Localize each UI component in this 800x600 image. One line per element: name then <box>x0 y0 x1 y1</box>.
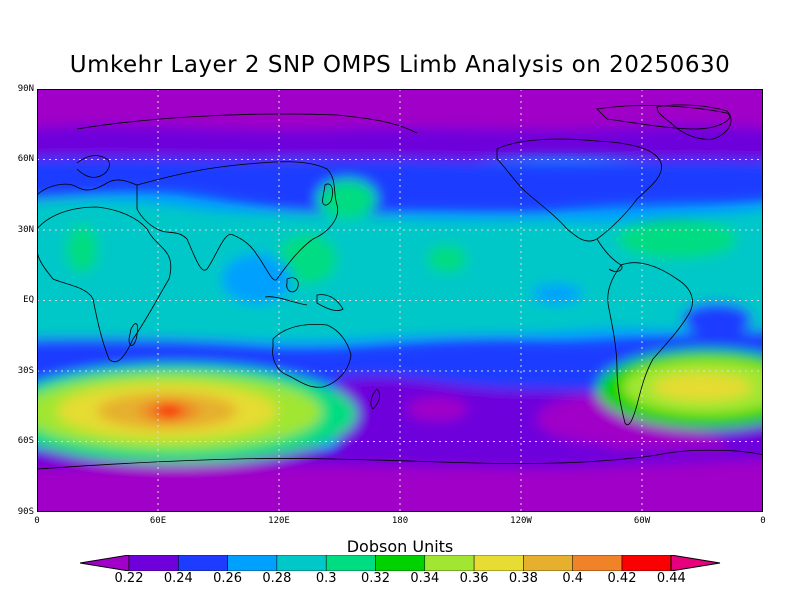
lat-label-60s: 60S <box>17 436 34 446</box>
colorbar-tick-label: 0.28 <box>262 571 292 586</box>
colorbar-max-arrow <box>670 555 721 571</box>
coastlines <box>37 104 763 470</box>
lon-label-180: 180 <box>391 516 409 526</box>
atlantic-green <box>617 219 737 259</box>
colorbar-tick-label: 0.42 <box>607 571 637 586</box>
colorbar-tick-label: 0.36 <box>459 571 489 586</box>
colorbar-cell <box>128 555 179 571</box>
colorbar-cell <box>276 555 327 571</box>
lat-label-30n: 30N <box>17 225 34 235</box>
japan-green <box>317 179 377 219</box>
lat-label-90n: 90N <box>17 84 34 94</box>
colorbar-cell <box>572 555 623 571</box>
lon-label-0: 0 <box>34 516 40 526</box>
colorbar-title: Dobson Units <box>346 537 454 556</box>
colorbar-cell <box>523 555 573 571</box>
colorbar-tick-label: 0.26 <box>213 571 243 586</box>
map-title: Umkehr Layer 2 SNP OMPS Limb Analysis on… <box>69 52 731 78</box>
colorbar-cell <box>375 555 426 571</box>
lon-label-120e: 120E <box>268 516 290 526</box>
colorbar-tick-label: 0.3 <box>315 571 337 586</box>
lon-label-0-east: 0 <box>760 516 766 526</box>
lat-label-eq: EQ <box>23 295 34 305</box>
south-atlantic-blue <box>682 303 752 335</box>
indian-ocean-blue <box>222 254 292 304</box>
lon-label-60w: 60W <box>633 516 651 526</box>
colorbar-cell <box>178 555 228 571</box>
lat-label-90s: 90S <box>17 507 34 517</box>
colorbar-cell <box>473 555 524 571</box>
map-panel <box>37 89 763 512</box>
colorbar <box>80 555 721 571</box>
colorbar-cell <box>227 555 278 571</box>
graticule <box>37 89 763 512</box>
colorbar-tick-label: 0.24 <box>163 571 193 586</box>
lon-label-60e: 60E <box>149 516 167 526</box>
colorbar-cell <box>325 555 376 571</box>
atlantic-high-yellow <box>652 373 752 401</box>
ozone-map <box>37 89 763 512</box>
east-pacific-blue <box>532 284 582 304</box>
indian-high-red <box>155 404 183 418</box>
colorbar-cell <box>424 555 475 571</box>
colorbar-tick-label: 0.44 <box>656 571 686 586</box>
colorbar-cells <box>128 555 672 571</box>
colorbar-tick-label: 0.32 <box>361 571 390 586</box>
lon-label-120w: 120W <box>510 516 532 526</box>
north-africa-green <box>66 225 98 273</box>
colorbar-tick-label: 0.38 <box>508 571 538 586</box>
west-pacific-green <box>277 234 337 284</box>
lat-label-60n: 60N <box>17 154 34 164</box>
map-frame <box>37 89 763 512</box>
colorbar-tick-label: 0.34 <box>410 571 440 586</box>
tasman-purple <box>407 397 467 421</box>
colorbar-min-arrow <box>80 555 130 571</box>
colorbar-tick-label: 0.4 <box>562 571 584 586</box>
colorbar-cell <box>621 555 672 571</box>
colorbar-tick-label: 0.22 <box>114 571 144 586</box>
lat-label-30s: 30S <box>17 366 34 376</box>
central-pacific-green <box>427 245 467 273</box>
